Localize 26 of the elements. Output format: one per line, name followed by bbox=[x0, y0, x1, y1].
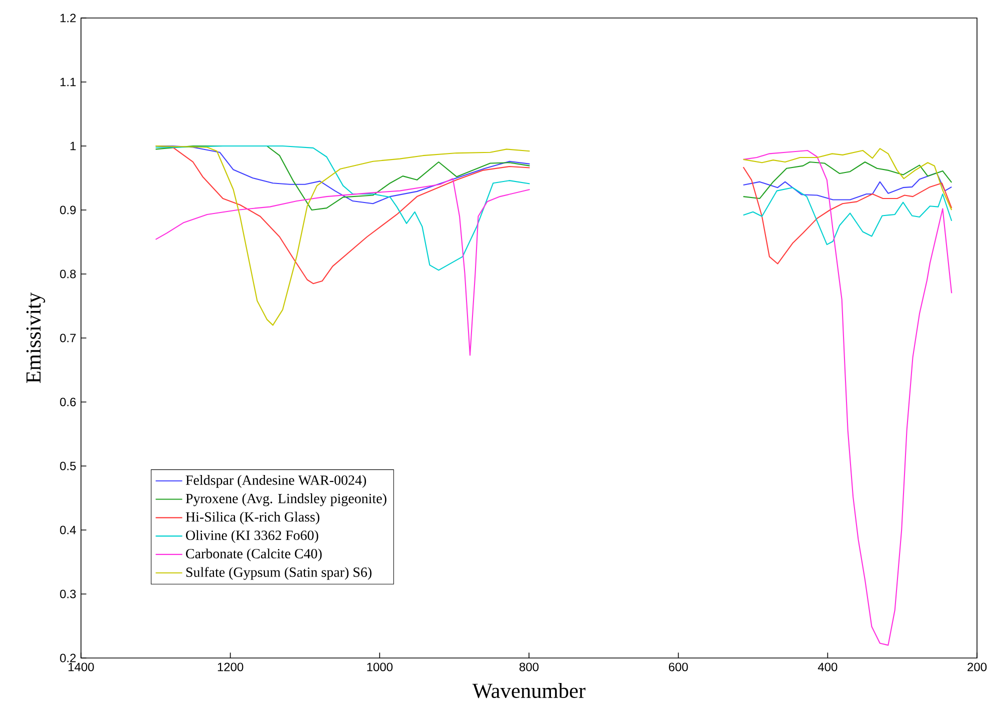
y-tick-label: 1 bbox=[70, 142, 76, 150]
x-axis-title: Wavenumber bbox=[472, 683, 586, 698]
legend-label: Feldspar (Andesine WAR-0024) bbox=[186, 475, 366, 488]
y-tick-label: 0.4 bbox=[60, 526, 76, 534]
legend-label: Olivine (KI 3362 Fo60) bbox=[186, 530, 318, 543]
x-tick-label: 400 bbox=[818, 662, 838, 672]
x-tick-label: 200 bbox=[968, 662, 987, 672]
y-tick-label: 0.5 bbox=[60, 462, 76, 470]
legend-label: Pyroxene (Avg. Lindsley pigeonite) bbox=[186, 493, 386, 506]
legend-label: Hi-Silica (K-rich Glass) bbox=[186, 512, 320, 524]
y-tick-label: 0.9 bbox=[60, 206, 76, 214]
x-tick-label: 800 bbox=[520, 662, 539, 672]
y-tick-label: 0.3 bbox=[60, 590, 76, 598]
x-tick-label: 1200 bbox=[218, 662, 244, 672]
x-tick-label: 600 bbox=[668, 662, 688, 672]
y-tick-label: 1.1 bbox=[60, 78, 76, 86]
legend-label: Carbonate (Calcite C40) bbox=[186, 548, 322, 562]
y-tick-label: 0.7 bbox=[60, 334, 76, 342]
x-tick-label: 1400 bbox=[68, 662, 94, 672]
y-tick-label: 0.6 bbox=[60, 398, 76, 406]
legend-label: Sulfate (Gypsum (Satin spar) S6) bbox=[186, 566, 372, 580]
y-tick-label: 1.2 bbox=[60, 14, 76, 22]
y-tick-label: 0.8 bbox=[60, 270, 76, 278]
x-tick-label: 1000 bbox=[367, 662, 393, 672]
y-axis-title: Emissivity bbox=[26, 292, 46, 384]
y-tick-label: 0.2 bbox=[60, 654, 76, 662]
